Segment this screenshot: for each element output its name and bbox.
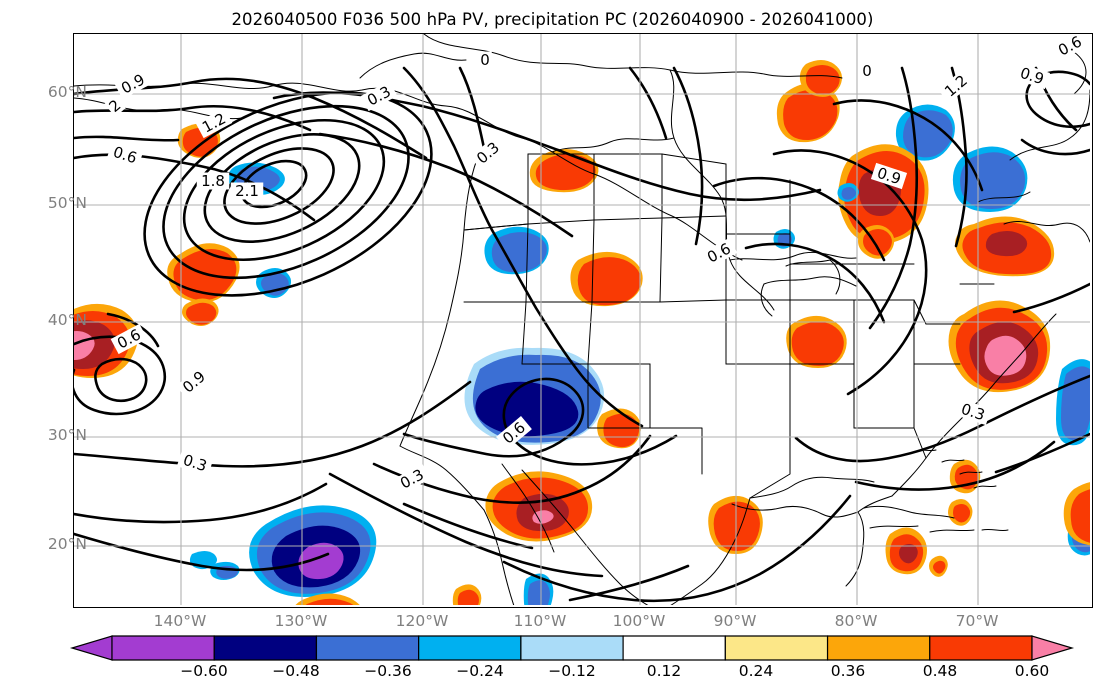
colorbar-tick-0: −0.60: [180, 662, 228, 680]
lat-tick-0: 60°N: [47, 83, 87, 101]
contour-label-4: 1.8: [201, 172, 225, 190]
contour-label-8: 0: [480, 51, 490, 69]
lon-tick-1: 130°W: [274, 612, 328, 630]
contour-label-bg: [496, 416, 532, 450]
contour-label-5: 2.1: [235, 182, 259, 200]
map-plot-area: 0.9 2 0.6 1.2 1.8 2.1 0.3 0.3 0 0.6 1.2 0.9 0.6 0 0.9 0…: [73, 33, 1093, 608]
colorbar-tick-3: −0.24: [456, 662, 504, 680]
lon-tick-5: 90°W: [713, 612, 757, 630]
colorbar-band-6[interactable]: [724, 635, 829, 661]
colorbar-swatches: [69, 635, 1075, 661]
contour-label-bg: [196, 172, 230, 190]
colorbar-band-7[interactable]: [826, 635, 931, 661]
colorbar-band-0[interactable]: [111, 635, 215, 661]
contour-label-bg: [954, 398, 992, 426]
page-title: 2026040500 F036 500 hPa PV, precipitatio…: [231, 10, 874, 29]
contour-label-bg: [110, 323, 148, 355]
map-canvas: 0.920.61.21.82.10.30.300.61.2 0.90.600.90…: [74, 34, 1090, 605]
colorbar-band-3[interactable]: [418, 635, 522, 661]
contour-label-bg: [230, 182, 264, 200]
contour-label-bg: [106, 141, 144, 169]
colorbar-band-2[interactable]: [315, 635, 420, 661]
lon-tick-6: 80°W: [834, 612, 878, 630]
colorbar-band-1[interactable]: [213, 635, 318, 661]
colorbar-tick-1: −0.48: [272, 662, 320, 680]
lon-tick-4: 100°W: [612, 612, 666, 630]
colorbar-tick-4: −0.12: [548, 662, 596, 680]
colorbar-tick-8: 0.48: [922, 662, 958, 680]
contour-label-bg: [700, 237, 738, 269]
colorbar-band-4[interactable]: [520, 635, 624, 661]
contour-label-bg: [938, 69, 974, 103]
lat-tick-3: 30°N: [47, 426, 87, 444]
colorbar[interactable]: −0.60 −0.48 −0.36 −0.24 −0.12 0.12 0.24 0.36 0.4…: [0, 634, 1105, 698]
contour-label-bg: [195, 107, 233, 139]
colorbar-tick-6: 0.24: [738, 662, 774, 680]
lat-tick-1: 50°N: [47, 194, 87, 212]
contour-label-bg: [360, 80, 398, 112]
contour-label-bg: [176, 449, 214, 477]
gridlines: [74, 34, 1090, 605]
coastlines-and-borders: [74, 34, 1090, 605]
colorbar-band-8[interactable]: [929, 635, 1033, 661]
lon-tick-3: 110°W: [513, 612, 567, 630]
colorbar-tick-7: 0.36: [830, 662, 866, 680]
colorbar-tick-5: 0.12: [646, 662, 682, 680]
contour-label-bg: [860, 62, 874, 80]
contour-label-bg: [104, 95, 126, 117]
colorbar-tick-2: −0.36: [364, 662, 412, 680]
lon-tick-2: 120°W: [395, 612, 449, 630]
contour-label-bg: [478, 51, 492, 69]
lat-tick-2: 40°N: [47, 311, 87, 329]
contour-label-bg: [1051, 34, 1089, 62]
contour-label-bg: [870, 162, 908, 190]
colorbar-band-5[interactable]: [622, 635, 726, 661]
lat-tick-4: 20°N: [47, 535, 87, 553]
contour-label-bg: [114, 68, 152, 100]
lon-tick-7: 70°W: [955, 612, 999, 630]
contour-label-bg: [176, 365, 212, 399]
contour-label-13: 0: [862, 62, 872, 80]
contour-label-bg: [470, 136, 506, 170]
colorbar-under-arrow[interactable]: [69, 635, 113, 661]
filled-anomalies: [74, 60, 1090, 605]
colorbar-tick-9: 0.60: [1014, 662, 1050, 680]
contour-label-bg: [393, 463, 431, 495]
contour-label-bg: [1013, 62, 1051, 90]
lon-tick-0: 140°W: [153, 612, 207, 630]
colorbar-over-arrow[interactable]: [1031, 635, 1075, 661]
